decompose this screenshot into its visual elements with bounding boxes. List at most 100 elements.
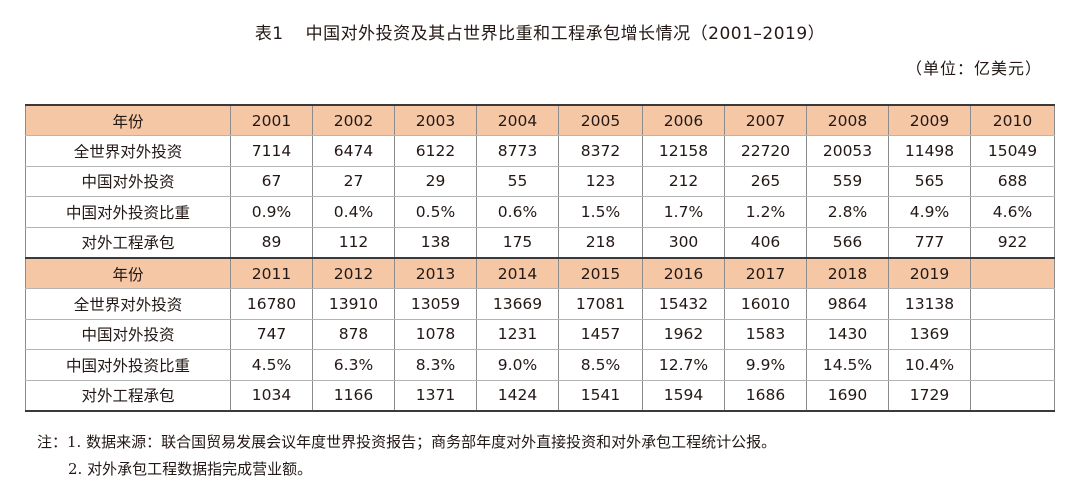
value-cell: 138	[394, 226, 477, 259]
year-cell: 2014	[476, 256, 559, 290]
table-caption: 中国对外投资及其占世界比重和工程承包增长情况（2001–2019）	[305, 24, 826, 44]
table-number: 表1	[254, 24, 284, 44]
table-row: 全世界对外投资 7114 6474 6122 8773 8372 12158 22720 200…	[25, 135, 1055, 167]
value-cell: 13669	[476, 288, 559, 320]
value-cell: 1457	[558, 318, 643, 351]
value-cell: 747	[230, 318, 313, 351]
value-cell: 9864	[806, 288, 889, 320]
year-cell: 2013	[394, 256, 477, 290]
year-cell: 2001	[230, 104, 313, 137]
year-cell: 2003	[394, 104, 477, 137]
value-cell: 688	[970, 165, 1055, 198]
table-row: 中国对外投资比重 4.5% 6.3% 8.3% 9.0% 8.5% 12.7% 9.9% 14.…	[25, 349, 1055, 381]
row-label-cell: 对外工程承包	[25, 379, 231, 412]
year-header-row: 年份 2011 2012 2013 2014 2015 2016 2017 2018 2019	[25, 256, 1055, 290]
year-cell	[970, 256, 1055, 290]
footnote-1: 注：1. 数据来源：联合国贸易发展会议年度世界投资报告；商务部年度对外直接投资和…	[37, 433, 777, 451]
year-cell: 2012	[312, 256, 395, 290]
value-cell: 11498	[888, 135, 971, 167]
value-cell: 175	[476, 226, 559, 259]
year-header-row: 年份 2001 2002 2003 2004 2005 2006 2007 2008 2009 20…	[25, 104, 1055, 137]
value-cell: 300	[642, 226, 725, 259]
year-cell: 2016	[642, 256, 725, 290]
year-cell: 2015	[558, 256, 643, 290]
value-cell	[970, 349, 1055, 381]
value-cell: 0.4%	[312, 196, 395, 228]
year-cell: 2010	[970, 104, 1055, 137]
table-row: 中国对外投资 67 27 29 55 123 212 265 559 565 688	[25, 165, 1055, 198]
year-cell: 2006	[642, 104, 725, 137]
row-label-cell: 全世界对外投资	[25, 135, 231, 167]
table-row: 对外工程承包 1034 1166 1371 1424 1541 1594 1686 1690 17…	[25, 379, 1055, 412]
value-cell: 15049	[970, 135, 1055, 167]
header-label-cell: 年份	[25, 104, 231, 137]
value-cell: 9.9%	[724, 349, 807, 381]
value-cell: 6.3%	[312, 349, 395, 381]
header-label-cell: 年份	[25, 256, 231, 290]
value-cell: 89	[230, 226, 313, 259]
value-cell: 1.2%	[724, 196, 807, 228]
year-cell: 2007	[724, 104, 807, 137]
value-cell: 123	[558, 165, 643, 198]
year-cell: 2011	[230, 256, 313, 290]
value-cell: 8.3%	[394, 349, 477, 381]
value-cell: 218	[558, 226, 643, 259]
year-cell: 2018	[806, 256, 889, 290]
value-cell: 1369	[888, 318, 971, 351]
value-cell: 922	[970, 226, 1055, 259]
value-cell: 13138	[888, 288, 971, 320]
value-cell: 8773	[476, 135, 559, 167]
unit-note: （单位：亿美元）	[905, 59, 1042, 78]
value-cell: 1541	[558, 379, 643, 412]
value-cell: 1962	[642, 318, 725, 351]
value-cell: 0.5%	[394, 196, 477, 228]
year-cell: 2005	[558, 104, 643, 137]
table-title: 表1 中国对外投资及其占世界比重和工程承包增长情况（2001–2019）	[0, 19, 1080, 44]
row-label-cell: 对外工程承包	[25, 226, 231, 259]
row-label-cell: 全世界对外投资	[25, 288, 231, 320]
value-cell: 1034	[230, 379, 313, 412]
row-label-cell: 中国对外投资	[25, 318, 231, 351]
value-cell: 1594	[642, 379, 725, 412]
year-cell: 2002	[312, 104, 395, 137]
value-cell: 878	[312, 318, 395, 351]
value-cell: 566	[806, 226, 889, 259]
value-cell: 406	[724, 226, 807, 259]
value-cell: 67	[230, 165, 313, 198]
value-cell: 29	[394, 165, 477, 198]
footnote-2: 2. 对外承包工程数据指完成营业额。	[68, 460, 313, 478]
value-cell: 0.9%	[230, 196, 313, 228]
value-cell: 1078	[394, 318, 477, 351]
value-cell: 1690	[806, 379, 889, 412]
value-cell: 17081	[558, 288, 643, 320]
table-row: 全世界对外投资 16780 13910 13059 13669 17081 15432 160…	[25, 288, 1055, 320]
value-cell: 2.8%	[806, 196, 889, 228]
value-cell: 265	[724, 165, 807, 198]
value-cell: 4.9%	[888, 196, 971, 228]
value-cell: 777	[888, 226, 971, 259]
table-row: 中国对外投资 747 878 1078 1231 1457 1962 1583 1430 1369	[25, 318, 1055, 351]
value-cell: 22720	[724, 135, 807, 167]
table-row: 对外工程承包 89 112 138 175 218 300 406 566 777 922	[25, 226, 1055, 259]
value-cell: 16010	[724, 288, 807, 320]
value-cell: 1430	[806, 318, 889, 351]
value-cell: 27	[312, 165, 395, 198]
value-cell: 1.5%	[558, 196, 643, 228]
year-cell: 2008	[806, 104, 889, 137]
value-cell	[970, 379, 1055, 412]
value-cell: 1231	[476, 318, 559, 351]
value-cell: 1166	[312, 379, 395, 412]
value-cell: 8372	[558, 135, 643, 167]
value-cell: 4.5%	[230, 349, 313, 381]
value-cell: 20053	[806, 135, 889, 167]
value-cell: 112	[312, 226, 395, 259]
year-cell: 2019	[888, 256, 971, 290]
value-cell: 6122	[394, 135, 477, 167]
value-cell: 13910	[312, 288, 395, 320]
year-cell: 2017	[724, 256, 807, 290]
value-cell: 1424	[476, 379, 559, 412]
value-cell: 15432	[642, 288, 725, 320]
table-row: 中国对外投资比重 0.9% 0.4% 0.5% 0.6% 1.5% 1.7% 1.2% 2.8%…	[25, 196, 1055, 228]
table-body: 年份 2001 2002 2003 2004 2005 2006 2007 2008 2009 20…	[25, 104, 1055, 412]
value-cell: 1.7%	[642, 196, 725, 228]
